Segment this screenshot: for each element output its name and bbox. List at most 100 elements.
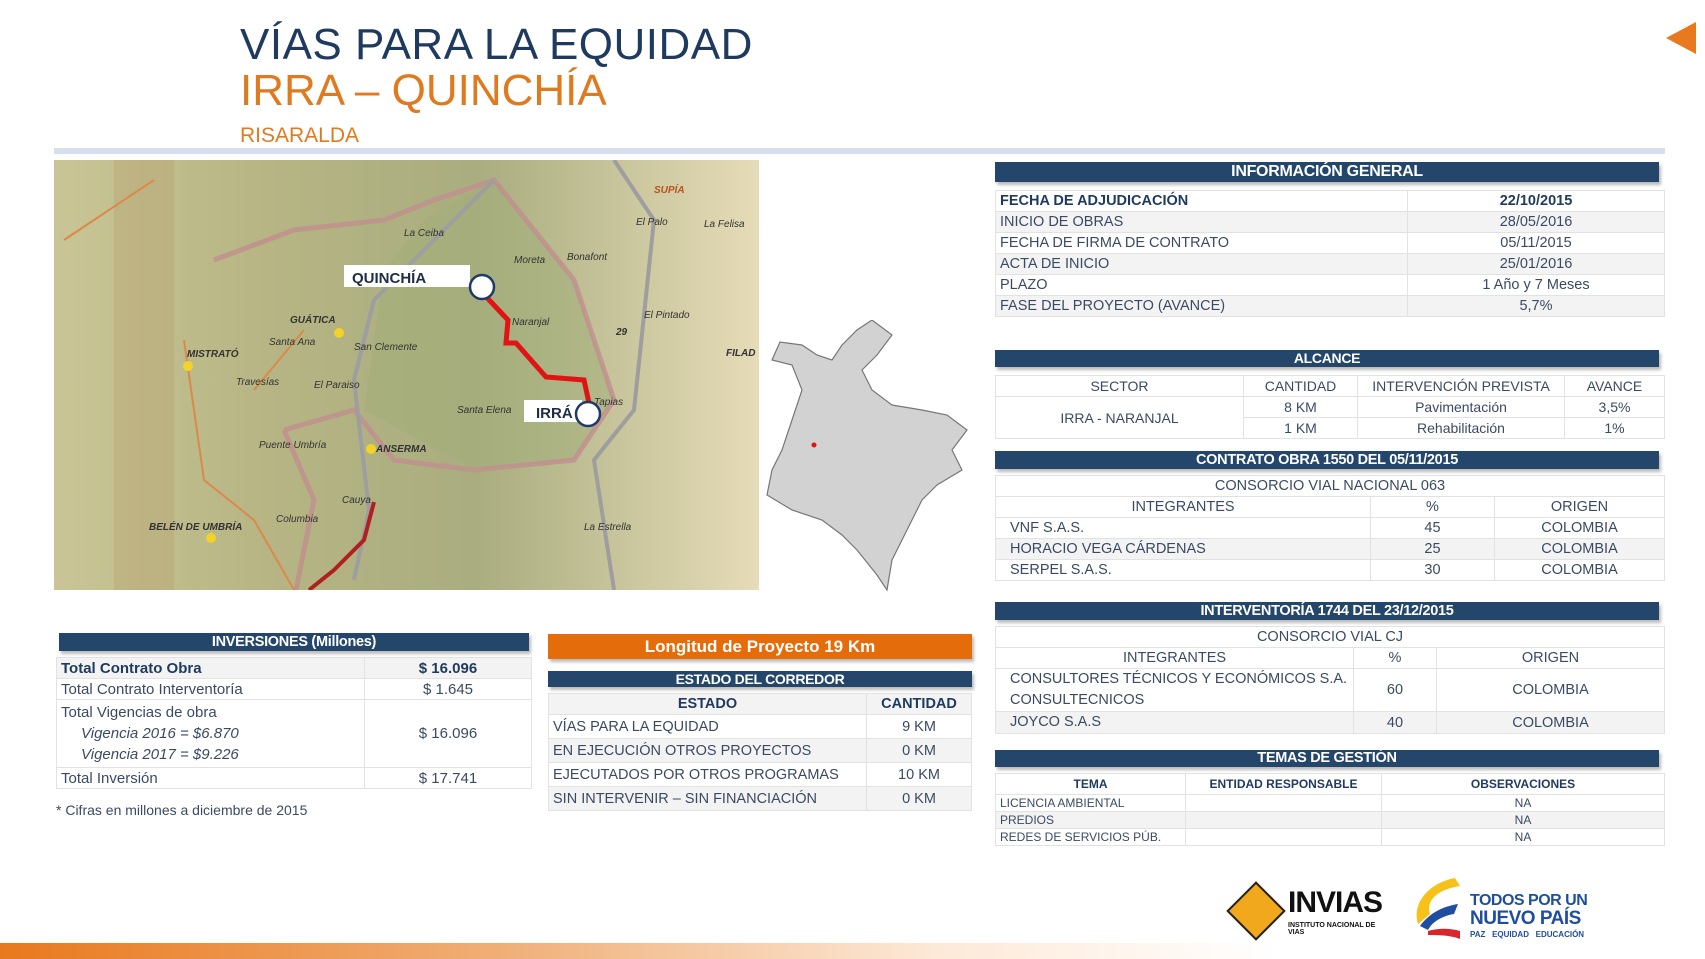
col-header: ORIGEN — [1436, 647, 1665, 669]
map-label: Puente Umbría — [259, 440, 327, 451]
contrato-title: CONTRATO OBRA 1550 DEL 05/11/2015 — [995, 451, 1659, 469]
inversiones-title: INVERSIONES (Millones) — [59, 633, 529, 651]
page-title: VÍAS PARA LA EQUIDAD — [240, 20, 753, 69]
table-cell: 10 KM — [866, 762, 972, 787]
vigencia-2017: Vigencia 2017 = $9.226 — [81, 746, 239, 763]
interventoria-section: INTERVENTORÍA 1744 DEL 23/12/2015 CONSOR… — [995, 602, 1665, 734]
table-cell: INICIO DE OBRAS — [995, 211, 1408, 233]
alcance-table: SECTOR CANTIDAD INTERVENCIÓN PREVISTA AVANC… — [995, 375, 1665, 439]
table-cell: 0 KM — [866, 738, 972, 763]
gov-slogan-2: NUEVO PAÍS — [1470, 908, 1581, 929]
map-label: GUÁTICA — [290, 313, 336, 326]
table-cell: VNF S.A.S. — [995, 517, 1371, 539]
table-row: FECHA DE FIRMA DE CONTRATO 05/11/2015 — [995, 232, 1665, 254]
project-length-banner: Longitud de Proyecto 19 Km — [548, 634, 972, 659]
sector-cell: IRRA - NARANJAL — [995, 396, 1244, 439]
table-cell — [1185, 811, 1382, 829]
contrato-section: CONTRATO OBRA 1550 DEL 05/11/2015 CONSOR… — [995, 451, 1665, 581]
map-label: Naranjal — [512, 317, 550, 328]
map-label: Columbia — [276, 514, 319, 525]
col-header: % — [1370, 496, 1495, 518]
col-header: ENTIDAD RESPONSABLE — [1185, 773, 1382, 795]
contrato-table: CONSORCIO VIAL NACIONAL 063 INTEGRANTES%… — [995, 475, 1665, 581]
table-cell: 60 — [1353, 668, 1437, 712]
map-label: FILAD — [726, 348, 755, 359]
map-label: Travesías — [236, 377, 279, 388]
row-label: Total Contrato Interventoría — [56, 678, 365, 700]
inversiones-section: INVERSIONES (Millones) Total Contrato Ob… — [56, 633, 532, 789]
table-cell: 22/10/2015 — [1407, 190, 1665, 212]
table-cell: COLOMBIA — [1436, 711, 1665, 734]
table-cell: COLOMBIA — [1494, 538, 1665, 560]
map-label: El Palo — [636, 217, 668, 228]
table-cell: ACTA DE INICIO — [995, 253, 1408, 275]
table-cell: NA — [1381, 794, 1665, 812]
map-label: MISTRATÓ — [187, 347, 239, 360]
quinchia-marker-icon — [468, 273, 496, 301]
col-header: CANTIDAD — [1243, 375, 1358, 397]
back-arrow-icon[interactable] — [1666, 22, 1696, 54]
table-row: REDES DE SERVICIOS PÚB. NA — [995, 828, 1665, 846]
colombia-locator-map — [766, 320, 968, 592]
table-row: EN EJECUCIÓN OTROS PROYECTOS 0 KM — [548, 738, 972, 763]
col-header: % — [1353, 647, 1437, 669]
table-cell: SIN INTERVENIR – SIN FINANCIACIÓN — [548, 786, 867, 811]
consorcio-name: CONSORCIO VIAL CJ — [995, 626, 1665, 648]
cell: 8 KM — [1243, 396, 1358, 418]
table-cell: 25 — [1370, 538, 1495, 560]
map-label: Tapias — [594, 397, 623, 408]
project-map: QUINCHÍA IRRÁ MISTRATÓ GUÁTICA ANSERMA B… — [54, 160, 759, 590]
table-cell: LICENCIA AMBIENTAL — [995, 794, 1186, 812]
col-header: CANTIDAD — [866, 693, 972, 715]
table-cell — [1185, 828, 1382, 846]
cell: Rehabilitación — [1357, 417, 1565, 439]
row-value: $ 16.096 — [364, 699, 532, 768]
table-row: LICENCIA AMBIENTAL NA — [995, 794, 1665, 812]
table-row: SERPEL S.A.S. 30 COLOMBIA — [995, 559, 1665, 581]
col-header: TEMA — [995, 773, 1186, 795]
gobierno-logo: TODOS POR UN NUEVO PAÍS PAZ EQUIDAD EDUC… — [1410, 876, 1610, 942]
row-value: $ 16.096 — [364, 657, 532, 679]
map-label: Santa Ana — [269, 337, 316, 348]
table-cell: 28/05/2016 — [1407, 211, 1665, 233]
table-cell: PREDIOS — [995, 811, 1186, 829]
map-label: Santa Elena — [457, 405, 512, 416]
invias-diamond-icon — [1226, 881, 1286, 941]
col-header: ORIGEN — [1494, 496, 1665, 518]
table-cell: 1 Año y 7 Meses — [1407, 274, 1665, 296]
info-general-table: FECHA DE ADJUDICACIÓN 22/10/2015 INICIO DE… — [995, 190, 1665, 317]
map-label: SUPÍA — [654, 183, 685, 196]
table-cell: COLOMBIA — [1436, 668, 1665, 712]
alcance-title: ALCANCE — [995, 350, 1659, 367]
table-row: FECHA DE ADJUDICACIÓN 22/10/2015 — [995, 190, 1665, 212]
table-cell — [1185, 794, 1382, 812]
region-label: RISARALDA — [240, 124, 360, 147]
col-header: INTEGRANTES — [995, 496, 1371, 518]
map-label: 29 — [615, 327, 628, 338]
gov-slogan-3: PAZ EQUIDAD EDUCACIÓN — [1470, 930, 1585, 939]
estado-section: ESTADO DEL CORREDOR ESTADO CANTIDAD VÍAS … — [548, 671, 972, 811]
table-cell: VÍAS PARA LA EQUIDAD — [548, 714, 867, 739]
irra-marker-icon — [574, 400, 602, 428]
row-value: $ 1.645 — [364, 678, 532, 700]
col-header: ESTADO — [548, 693, 867, 715]
table-cell: EN EJECUCIÓN OTROS PROYECTOS — [548, 738, 867, 763]
table-cell: 05/11/2015 — [1407, 232, 1665, 254]
consorcio-name: CONSORCIO VIAL NACIONAL 063 — [995, 475, 1665, 497]
row-value: $ 17.741 — [364, 767, 532, 789]
estado-title: ESTADO DEL CORREDOR — [548, 671, 972, 687]
info-general-section: INFORMACIÓN GENERAL FECHA DE ADJUDICACIÓ… — [995, 162, 1665, 317]
table-row: EJECUTADOS POR OTROS PROGRAMAS 10 KM — [548, 762, 972, 787]
table-row: HORACIO VEGA CÁRDENAS 25 COLOMBIA — [995, 538, 1665, 560]
table-row: CONSULTORES TÉCNICOS Y ECONÓMICOS S.A. C… — [995, 668, 1665, 712]
map-label: San Clemente — [354, 342, 418, 353]
invias-logo: INVIAS INSTITUTO NACIONAL DE VIAS — [1226, 881, 1390, 941]
invias-subtitle: INSTITUTO NACIONAL DE VIAS — [1288, 922, 1376, 936]
colombia-flag-swoosh-icon — [1416, 878, 1460, 939]
table-cell: FECHA DE FIRMA DE CONTRATO — [995, 232, 1408, 254]
cell: 1 KM — [1243, 417, 1358, 439]
temas-table: TEMA ENTIDAD RESPONSABLE OBSERVACIONES LIC… — [995, 773, 1665, 846]
table-cell: HORACIO VEGA CÁRDENAS — [995, 538, 1371, 560]
inversiones-table: Total Contrato Obra $ 16.096 Total Contra… — [56, 657, 532, 789]
map-label: ANSERMA — [375, 444, 427, 455]
